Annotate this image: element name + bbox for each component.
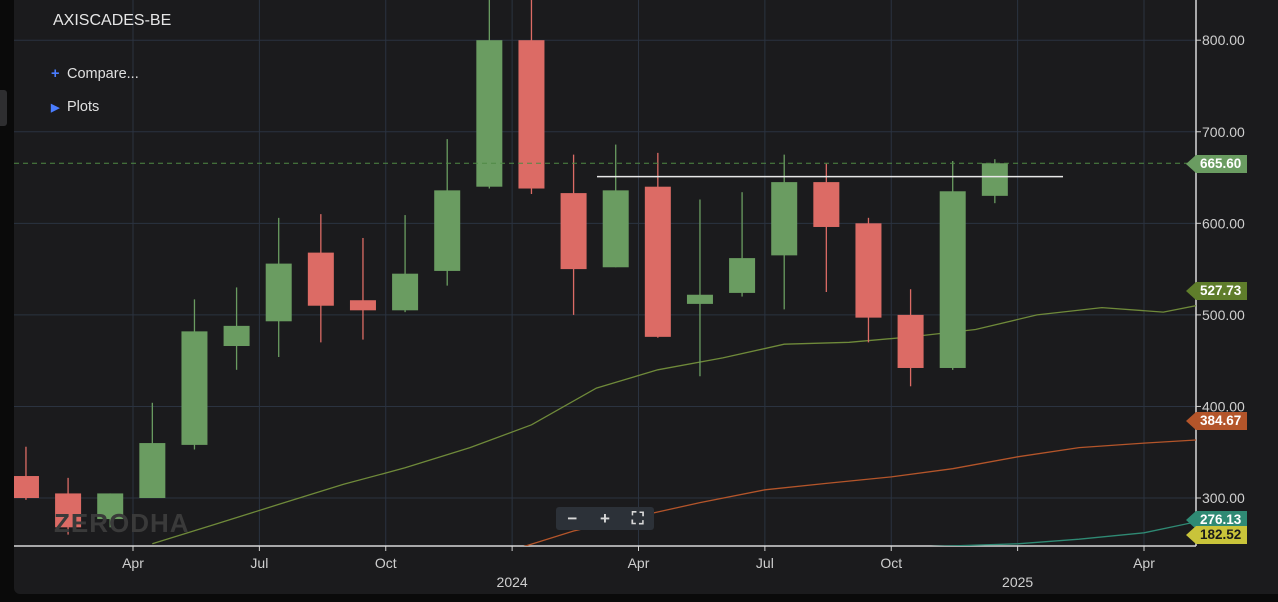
zoom-out-button[interactable]: − bbox=[567, 508, 578, 528]
x-tick-label: Oct bbox=[880, 555, 902, 571]
candle-body bbox=[139, 443, 166, 498]
x-tick-label: Apr bbox=[1133, 555, 1155, 571]
x-tick-label: Apr bbox=[628, 555, 650, 571]
y-tick-label: 500.00 bbox=[1202, 307, 1245, 323]
candle-body bbox=[307, 252, 334, 306]
candle-body bbox=[392, 273, 419, 311]
plus-icon: + bbox=[51, 66, 60, 82]
candle-body bbox=[97, 493, 124, 520]
candle-body bbox=[14, 476, 39, 498]
side-handle[interactable] bbox=[0, 90, 7, 126]
x-tick-label: 2025 bbox=[1002, 574, 1033, 590]
plots-button[interactable]: ▶ Plots bbox=[51, 99, 99, 115]
candle-body bbox=[855, 223, 882, 318]
y-tick-label: 400.00 bbox=[1202, 398, 1245, 414]
candle-body bbox=[771, 182, 798, 256]
y-tick-label: 300.00 bbox=[1202, 490, 1245, 506]
ma-line-3 bbox=[930, 521, 1196, 546]
candle-body bbox=[265, 263, 292, 322]
zoom-controls: − + ⛶ bbox=[556, 507, 654, 530]
price-tag: 384.67 bbox=[1186, 412, 1248, 430]
x-tick-label: Oct bbox=[375, 555, 397, 571]
candle-body bbox=[602, 190, 629, 268]
zoom-in-button[interactable]: + bbox=[600, 508, 610, 528]
candle-body bbox=[55, 493, 82, 528]
candle-body bbox=[729, 258, 756, 293]
x-tick-label: Jul bbox=[756, 555, 774, 571]
chart-panel[interactable]: 300.00 400.00 500.00 600.00 700.00 800.00 Apr J… bbox=[14, 0, 1278, 594]
zerodha-watermark: ZERODHA bbox=[54, 508, 190, 538]
triangle-right-icon: ▶ bbox=[51, 102, 60, 114]
compare-button[interactable]: + Compare... bbox=[51, 66, 139, 82]
candle-body bbox=[518, 40, 545, 189]
candle-body bbox=[686, 294, 713, 304]
candle-body bbox=[813, 182, 840, 227]
x-tick-label: Jul bbox=[250, 555, 268, 571]
candlestick-chart[interactable]: 300.00 400.00 500.00 600.00 700.00 800.00 Apr J… bbox=[14, 0, 1278, 594]
price-tag: 276.13 bbox=[1186, 511, 1248, 529]
price-tag: 527.73 bbox=[1186, 282, 1248, 300]
candle-body bbox=[560, 193, 587, 270]
plots-label: Plots bbox=[67, 99, 100, 115]
candle-body bbox=[434, 190, 461, 271]
ma-line-2 bbox=[523, 439, 1196, 546]
y-tick-label: 600.00 bbox=[1202, 215, 1245, 231]
x-tick-label: 2024 bbox=[497, 574, 528, 590]
y-tick-label: 700.00 bbox=[1202, 124, 1245, 140]
candle-body bbox=[981, 163, 1008, 196]
compare-label: Compare... bbox=[67, 66, 139, 82]
candle-body bbox=[476, 40, 503, 187]
candle-body bbox=[897, 314, 924, 368]
candle-body bbox=[644, 186, 671, 337]
candle-body bbox=[223, 325, 250, 347]
plot-area bbox=[14, 0, 1196, 546]
candle-body bbox=[349, 300, 376, 311]
ma-line-1 bbox=[152, 304, 1196, 545]
symbol-title: AXISCADES-BE bbox=[53, 12, 172, 29]
candle-body bbox=[181, 331, 208, 445]
fit-screen-button[interactable]: ⛶ bbox=[631, 508, 644, 528]
y-tick-label: 800.00 bbox=[1202, 32, 1245, 48]
candle-body bbox=[939, 191, 966, 368]
x-tick-label: Apr bbox=[122, 555, 144, 571]
price-tag: 665.60 bbox=[1186, 155, 1248, 173]
price-tag: 182.52 bbox=[1186, 526, 1248, 544]
